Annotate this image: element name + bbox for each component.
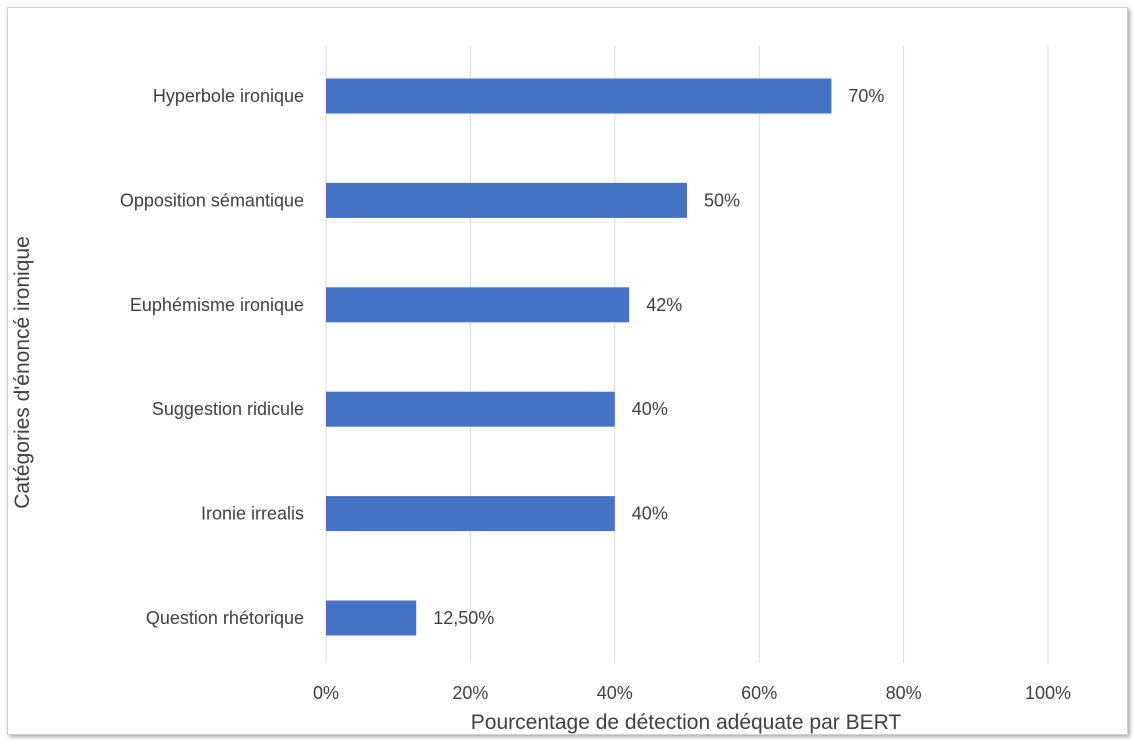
- category-label: Question rhétorique: [146, 608, 304, 628]
- category-label: Opposition sémantique: [120, 190, 304, 210]
- data-label: 40%: [632, 504, 668, 524]
- data-label: 42%: [646, 295, 682, 315]
- bar: [326, 391, 615, 427]
- y-axis-title: Catégories d'énoncé ironique: [11, 236, 34, 509]
- bar: [326, 78, 832, 114]
- data-label: 12,50%: [433, 608, 494, 628]
- category-label: Suggestion ridicule: [152, 399, 304, 419]
- x-tick-label: 20%: [452, 683, 488, 703]
- data-label: 70%: [848, 86, 884, 106]
- x-tick-label: 80%: [886, 683, 922, 703]
- category-label: Hyperbole ironique: [153, 86, 304, 106]
- x-tick-label: 100%: [1025, 683, 1071, 703]
- labels: 0% 20% 40% 60% 80% 100% Hyperbole ironique 70% O…: [120, 86, 1071, 703]
- x-tick-label: 40%: [597, 683, 633, 703]
- x-tick-label: 60%: [741, 683, 777, 703]
- bar-chart: 0% 20% 40% 60% 80% 100% Hyperbole ironique 70% O…: [11, 46, 1071, 734]
- bar: [326, 600, 417, 636]
- gridlines: [325, 46, 1049, 663]
- x-axis-title: Pourcentage de détection adéquate par BE…: [471, 711, 902, 734]
- data-label: 50%: [704, 190, 740, 210]
- x-tick-label: 0%: [313, 683, 339, 703]
- bars: [326, 78, 832, 636]
- bar: [326, 182, 687, 218]
- category-label: Euphémisme ironique: [130, 295, 304, 315]
- category-label: Ironie irrealis: [201, 504, 304, 524]
- data-label: 40%: [632, 399, 668, 419]
- bar: [326, 496, 615, 532]
- bar: [326, 287, 630, 323]
- chart-frame: 0% 20% 40% 60% 80% 100% Hyperbole ironique 70% O…: [7, 7, 1128, 735]
